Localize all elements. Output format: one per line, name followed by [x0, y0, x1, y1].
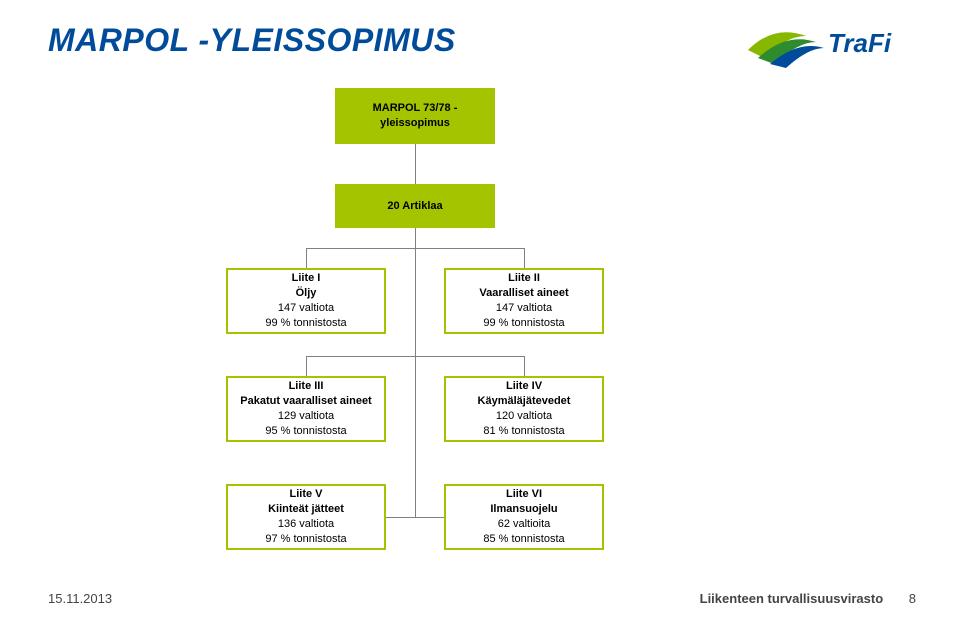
node-line: 136 valtiota	[228, 517, 384, 532]
node-line-bold: Öljy	[228, 286, 384, 301]
node-line: 99 % tonnistosta	[228, 316, 384, 331]
connector	[306, 248, 307, 268]
node-line-bold: MARPOL 73/78 -	[337, 101, 493, 116]
node-line: 81 % tonnistosta	[446, 424, 602, 439]
node-line: 99 % tonnistosta	[446, 316, 602, 331]
footer-org: Liikenteen turvallisuusvirasto 8	[700, 591, 916, 606]
node-line-bold: Käymäläjätevedet	[446, 394, 602, 409]
node-line-bold: Ilmansuojelu	[446, 502, 602, 517]
node-root: MARPOL 73/78 -yleissopimus	[335, 88, 495, 144]
connector	[415, 228, 416, 356]
node-line-bold: Liite II	[446, 271, 602, 286]
node-a6: Liite VIIlmansuojelu62 valtioita85 % ton…	[444, 484, 604, 550]
node-a2: Liite IIVaaralliset aineet147 valtiota99…	[444, 268, 604, 334]
node-line-bold: Liite V	[228, 487, 384, 502]
node-line: 147 valtiota	[228, 301, 384, 316]
trafi-logo: TraFi	[746, 18, 916, 68]
connector	[524, 356, 525, 376]
page-title: MARPOL -YLEISSOPIMUS	[48, 22, 456, 59]
org-chart: MARPOL 73/78 -yleissopimus 20 Artiklaa Lii…	[0, 80, 960, 566]
node-a5: Liite VKiinteät jätteet136 valtiota97 % …	[226, 484, 386, 550]
node-line: 147 valtiota	[446, 301, 602, 316]
footer-date: 15.11.2013	[48, 591, 112, 606]
node-line-bold: Kiinteät jätteet	[228, 502, 384, 517]
node-line: 97 % tonnistosta	[228, 532, 384, 547]
connector	[415, 144, 416, 184]
connector	[306, 356, 307, 376]
node-line-bold: yleissopimus	[337, 116, 493, 131]
node-line-bold: Liite III	[228, 379, 384, 394]
logo-text: TraFi	[828, 28, 892, 58]
connector	[524, 248, 525, 268]
node-line-bold: Pakatut vaaralliset aineet	[228, 394, 384, 409]
node-a4: Liite IVKäymäläjätevedet120 valtiota81 %…	[444, 376, 604, 442]
node-line-bold: Vaaralliset aineet	[446, 286, 602, 301]
connector	[386, 517, 415, 518]
node-a3: Liite IIIPakatut vaaralliset aineet129 v…	[226, 376, 386, 442]
node-art: 20 Artiklaa	[335, 184, 495, 228]
node-line: 85 % tonnistosta	[446, 532, 602, 547]
footer-org-text: Liikenteen turvallisuusvirasto	[700, 591, 884, 606]
node-line-bold: 20 Artiklaa	[337, 199, 493, 214]
node-line-bold: Liite IV	[446, 379, 602, 394]
footer-page-number: 8	[909, 591, 916, 606]
node-line: 120 valtiota	[446, 409, 602, 424]
node-a1: Liite IÖljy147 valtiota99 % tonnistosta	[226, 268, 386, 334]
node-line-bold: Liite VI	[446, 487, 602, 502]
connector	[415, 356, 416, 517]
node-line: 62 valtioita	[446, 517, 602, 532]
node-line: 129 valtiota	[228, 409, 384, 424]
connector	[415, 517, 444, 518]
node-line-bold: Liite I	[228, 271, 384, 286]
node-line: 95 % tonnistosta	[228, 424, 384, 439]
